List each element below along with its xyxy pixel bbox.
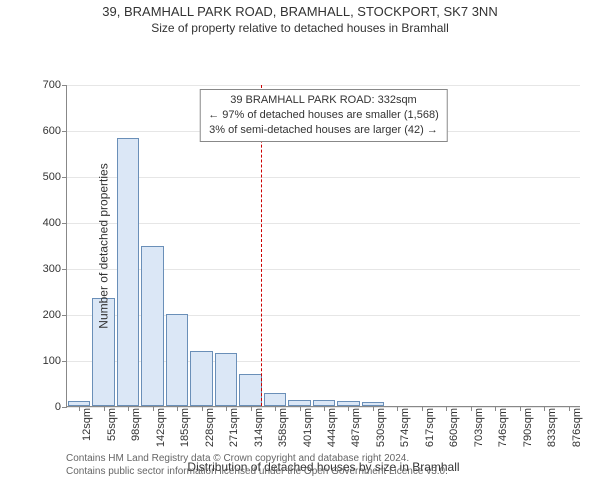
xtick-label: 98sqm	[128, 408, 142, 441]
histogram-bar	[215, 353, 238, 406]
ytick-label: 100	[43, 355, 67, 367]
histogram-bar	[239, 374, 262, 406]
xtick-label: 401sqm	[300, 408, 314, 447]
ytick-label: 0	[55, 401, 67, 413]
xtick-label: 487sqm	[348, 408, 362, 447]
xtick-label: 228sqm	[202, 408, 216, 447]
xtick-label: 185sqm	[177, 408, 191, 447]
attribution-footer: Contains HM Land Registry data © Crown c…	[0, 452, 600, 478]
xtick-label: 55sqm	[104, 408, 118, 441]
xtick-label: 617sqm	[422, 408, 436, 447]
histogram-bar	[190, 351, 213, 406]
footer-line: Contains HM Land Registry data © Crown c…	[66, 452, 600, 465]
footer-line: Contains public sector information licen…	[66, 465, 600, 478]
xtick-label: 142sqm	[153, 408, 167, 447]
ytick-label: 200	[43, 309, 67, 321]
histogram-bar	[117, 138, 140, 406]
chart-titles: 39, BRAMHALL PARK ROAD, BRAMHALL, STOCKP…	[0, 0, 600, 35]
plot-area: 39 BRAMHALL PARK ROAD: 332sqm← 97% of de…	[66, 85, 580, 407]
xtick-label: 746sqm	[495, 408, 509, 447]
xtick-label: 703sqm	[471, 408, 485, 447]
ytick-label: 400	[43, 217, 67, 229]
page-subtitle: Size of property relative to detached ho…	[0, 21, 600, 35]
y-axis-label: Number of detached properties	[97, 163, 111, 328]
annotation-box: 39 BRAMHALL PARK ROAD: 332sqm← 97% of de…	[199, 89, 448, 142]
xtick-label: 358sqm	[275, 408, 289, 447]
xtick-label: 574sqm	[397, 408, 411, 447]
annotation-line: ← 97% of detached houses are smaller (1,…	[208, 108, 439, 123]
xtick-label: 314sqm	[251, 408, 265, 447]
page-title: 39, BRAMHALL PARK ROAD, BRAMHALL, STOCKP…	[0, 4, 600, 19]
xtick-label: 833sqm	[544, 408, 558, 447]
histogram-bar	[141, 246, 164, 406]
ytick-label: 700	[43, 79, 67, 91]
histogram-bar	[166, 314, 189, 406]
annotation-line: 3% of semi-detached houses are larger (4…	[208, 123, 439, 138]
xtick-label: 271sqm	[226, 408, 240, 447]
xtick-label: 444sqm	[324, 408, 338, 447]
annotation-line: 39 BRAMHALL PARK ROAD: 332sqm	[208, 93, 439, 108]
histogram-bar	[264, 393, 287, 406]
xtick-label: 876sqm	[569, 408, 583, 447]
ytick-label: 600	[43, 125, 67, 137]
xtick-label: 12sqm	[79, 408, 93, 441]
ytick-label: 500	[43, 171, 67, 183]
xtick-label: 660sqm	[446, 408, 460, 447]
ytick-label: 300	[43, 263, 67, 275]
xtick-label: 530sqm	[373, 408, 387, 447]
xtick-label: 790sqm	[520, 408, 534, 447]
